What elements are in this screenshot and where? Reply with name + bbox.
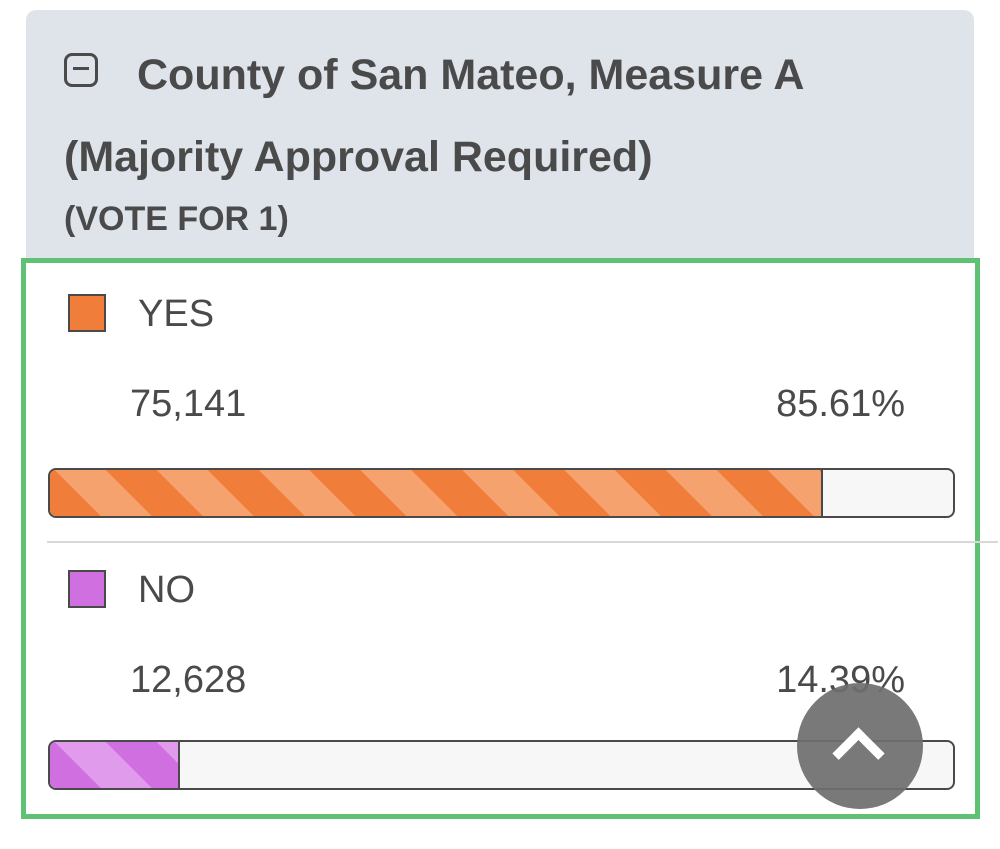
contest-header bbox=[26, 10, 974, 260]
choice-label-no: NO bbox=[138, 569, 195, 611]
progress-fill-yes bbox=[50, 470, 824, 516]
choice-label-yes: YES bbox=[138, 293, 215, 335]
progress-fill-no bbox=[50, 742, 180, 788]
scroll-to-top-button[interactable] bbox=[797, 683, 923, 809]
vote-for-instruction: (VOTE FOR 1) bbox=[64, 200, 289, 238]
collapse-icon[interactable] bbox=[64, 53, 98, 87]
choice-yes: YES 75,141 85.61% bbox=[26, 263, 975, 543]
choice-divider bbox=[47, 541, 998, 543]
vote-count-no: 12,628 bbox=[130, 659, 247, 701]
vote-count-yes: 75,141 bbox=[130, 383, 247, 425]
yes-color-swatch bbox=[68, 294, 106, 332]
vote-percent-yes: 85.61% bbox=[776, 383, 905, 425]
progress-bar-yes bbox=[48, 468, 955, 518]
contest-title: County of San Mateo, Measure A (Majority… bbox=[64, 51, 803, 181]
no-color-swatch bbox=[68, 570, 106, 608]
results-panel: YES 75,141 85.61% NO 12,628 14.39% bbox=[21, 258, 998, 819]
